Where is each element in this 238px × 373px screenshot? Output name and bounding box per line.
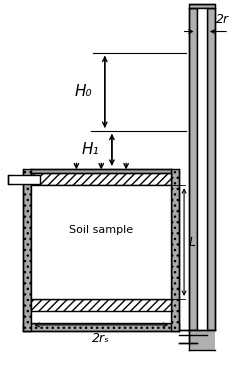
Bar: [8, 175, 40, 184]
Bar: [171, 169, 179, 331]
Bar: [189, 330, 215, 351]
Bar: [31, 169, 171, 323]
Bar: [197, 8, 207, 330]
Bar: [31, 169, 171, 173]
Bar: [31, 299, 171, 311]
Text: Soil sample: Soil sample: [69, 225, 133, 235]
Text: H₀: H₀: [74, 84, 92, 99]
Bar: [189, 8, 197, 330]
Bar: [23, 169, 31, 331]
Text: 2r: 2r: [216, 13, 229, 26]
Text: 2rₛ: 2rₛ: [92, 332, 110, 345]
Bar: [31, 185, 171, 299]
Text: H₁: H₁: [81, 142, 99, 157]
Bar: [23, 323, 179, 331]
Bar: [207, 8, 215, 330]
Bar: [31, 173, 171, 185]
Bar: [189, 4, 215, 8]
Text: L: L: [189, 236, 196, 248]
